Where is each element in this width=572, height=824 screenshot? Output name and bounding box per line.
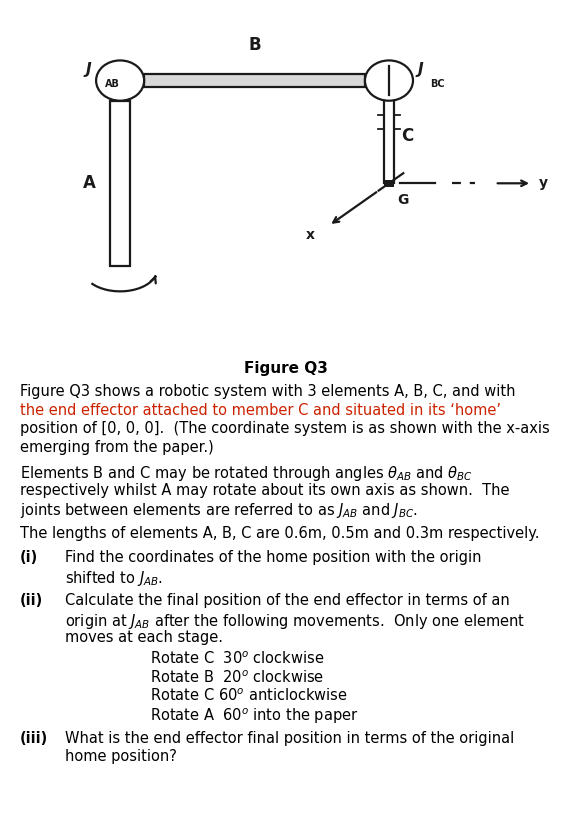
Text: Find the coordinates of the home position with the origin: Find the coordinates of the home positio… bbox=[65, 550, 482, 565]
Ellipse shape bbox=[96, 60, 144, 101]
Text: Rotate C 60$^o$ anticlockwise: Rotate C 60$^o$ anticlockwise bbox=[150, 687, 348, 705]
Text: Calculate the final position of the end effector in terms of an: Calculate the final position of the end … bbox=[65, 593, 510, 608]
Text: Figure Q3 shows a robotic system with 3 elements A, B, C, and with: Figure Q3 shows a robotic system with 3 … bbox=[20, 384, 515, 400]
Text: y: y bbox=[539, 176, 548, 190]
Text: G: G bbox=[398, 194, 409, 208]
Text: J: J bbox=[86, 62, 92, 77]
Text: joints between elements are referred to as $J_{AB}$ and $J_{BC}$.: joints between elements are referred to … bbox=[20, 501, 418, 520]
Text: Figure Q3: Figure Q3 bbox=[244, 361, 328, 377]
Text: Elements B and C may be rotated through angles $\theta_{AB}$ and $\theta_{BC}$: Elements B and C may be rotated through … bbox=[20, 464, 473, 483]
Text: the end effector attached to member C and situated in its ‘home’: the end effector attached to member C an… bbox=[20, 403, 501, 418]
Text: Rotate A  60$^o$ into the paper: Rotate A 60$^o$ into the paper bbox=[150, 706, 359, 726]
Bar bbox=[144, 74, 365, 87]
Text: x: x bbox=[305, 227, 315, 241]
Text: home position?: home position? bbox=[65, 749, 177, 764]
Text: The lengths of elements A, B, C are 0.6m, 0.5m and 0.3m respectively.: The lengths of elements A, B, C are 0.6m… bbox=[20, 526, 539, 541]
Text: Rotate B  20$^o$ clockwise: Rotate B 20$^o$ clockwise bbox=[150, 669, 324, 686]
Text: BC: BC bbox=[430, 79, 445, 89]
Text: (i): (i) bbox=[20, 550, 38, 565]
Bar bbox=[110, 101, 130, 266]
Text: position of [0, 0, 0].  (The coordinate system is as shown with the x-axis: position of [0, 0, 0]. (The coordinate s… bbox=[20, 421, 550, 436]
Text: Rotate C  30$^o$ clockwise: Rotate C 30$^o$ clockwise bbox=[150, 651, 324, 667]
Text: B: B bbox=[248, 36, 261, 54]
Text: emerging from the paper.): emerging from the paper.) bbox=[20, 440, 214, 455]
Bar bbox=[384, 180, 394, 187]
Ellipse shape bbox=[365, 60, 413, 101]
Text: shifted to $J_{AB}$.: shifted to $J_{AB}$. bbox=[65, 569, 163, 588]
Text: respectively whilst A may rotate about its own axis as shown.  The: respectively whilst A may rotate about i… bbox=[20, 483, 510, 498]
Text: What is the end effector final position in terms of the original: What is the end effector final position … bbox=[65, 731, 514, 746]
Text: (ii): (ii) bbox=[20, 593, 43, 608]
Text: moves at each stage.: moves at each stage. bbox=[65, 630, 223, 645]
Text: C: C bbox=[402, 127, 414, 145]
Text: AB: AB bbox=[105, 79, 120, 89]
Text: origin at $J_{AB}$ after the following movements.  Only one element: origin at $J_{AB}$ after the following m… bbox=[65, 611, 525, 630]
Text: A: A bbox=[82, 175, 96, 192]
Text: J: J bbox=[418, 62, 423, 77]
Text: (iii): (iii) bbox=[20, 731, 48, 746]
